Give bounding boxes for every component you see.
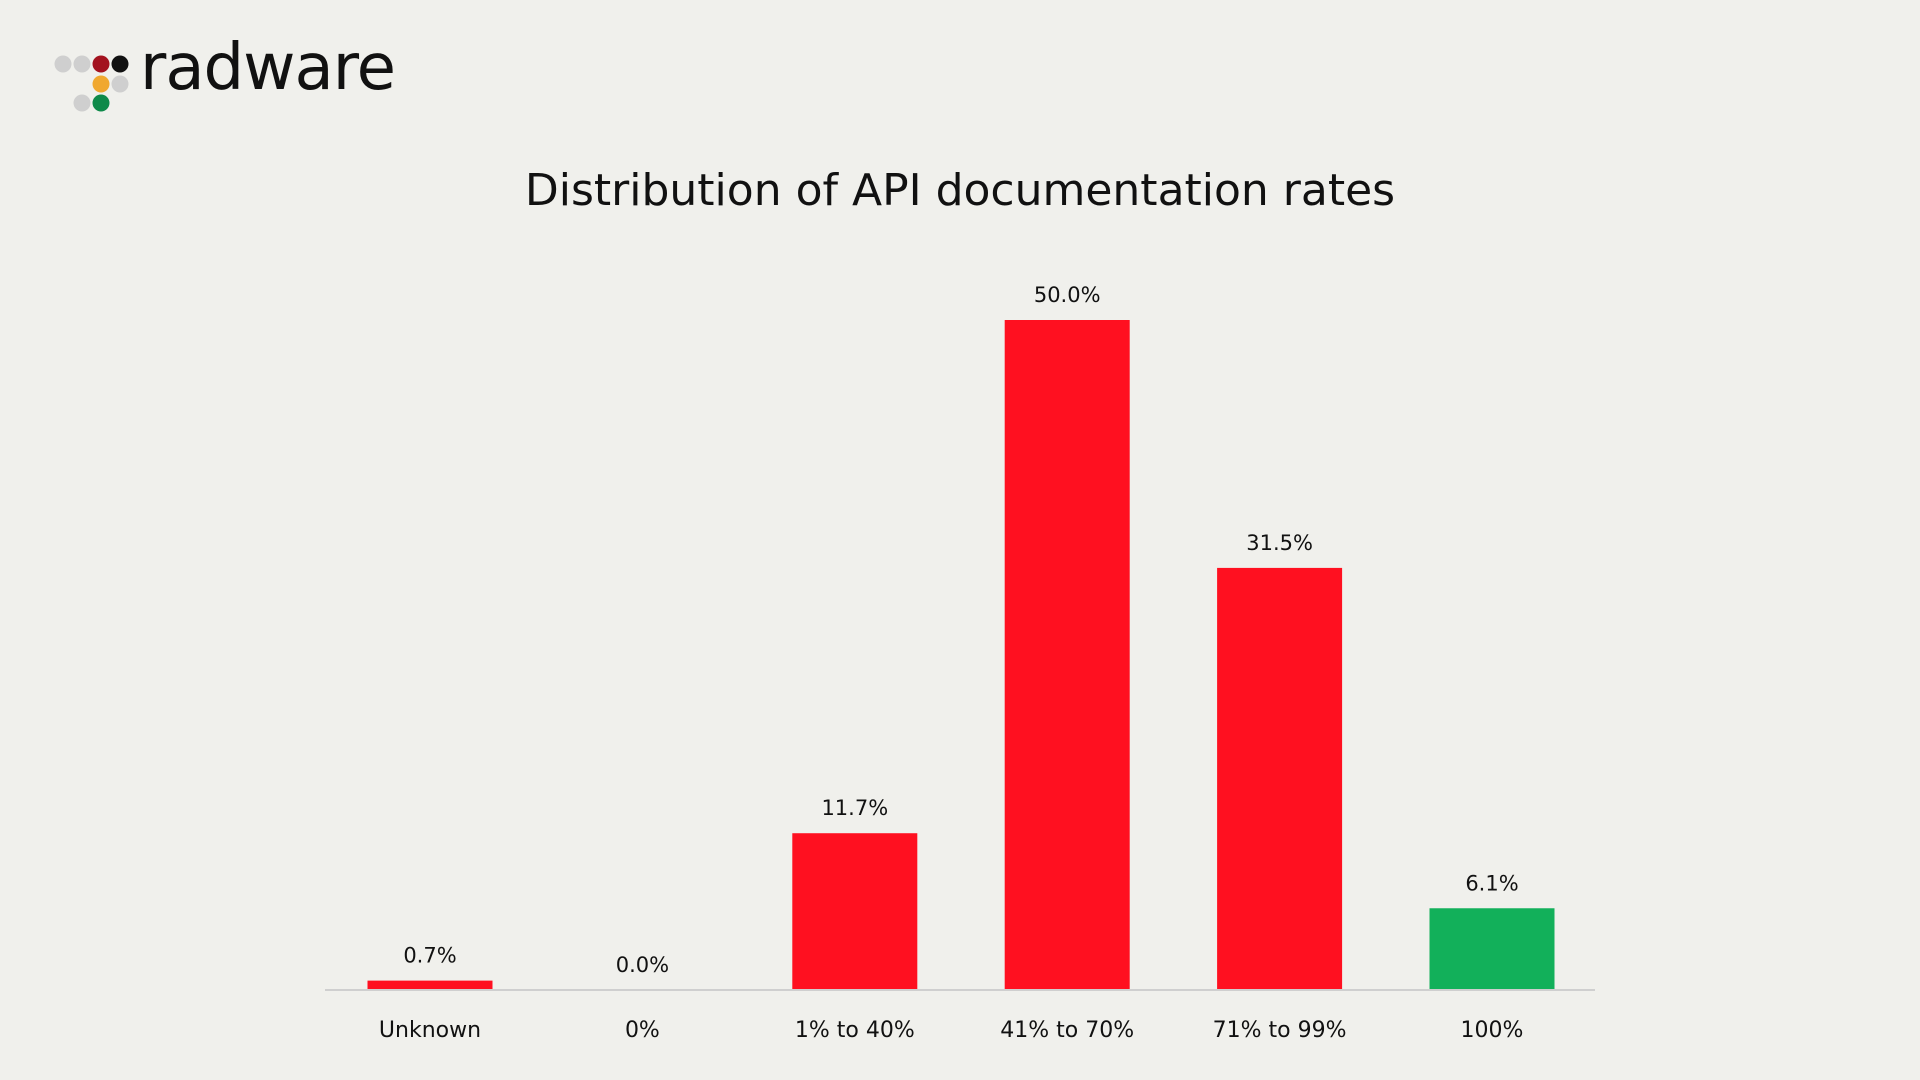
value-label-4: 31.5% xyxy=(1246,531,1313,555)
category-label-1: 0% xyxy=(625,1018,660,1043)
category-label-4: 71% to 99% xyxy=(1213,1018,1347,1043)
bar-2 xyxy=(792,833,918,990)
bars-group xyxy=(367,320,1555,990)
value-label-3: 50.0% xyxy=(1034,283,1101,307)
logo-dots-icon xyxy=(54,55,129,112)
brand-name: radware xyxy=(140,31,396,105)
category-labels-group: Unknown 0% 1% to 40% 41% to 70% 71% to 99% 10… xyxy=(379,1018,1524,1043)
value-label-0: 0.7% xyxy=(403,944,456,968)
bar-3 xyxy=(1004,320,1130,990)
value-label-5: 6.1% xyxy=(1465,871,1518,895)
category-label-0: Unknown xyxy=(379,1018,481,1043)
value-label-2: 11.7% xyxy=(821,796,888,820)
bar-0 xyxy=(367,980,493,990)
category-label-2: 1% to 40% xyxy=(795,1018,915,1043)
value-labels-group: 0.7% 0.0% 11.7% 50.0% 31.5% 6.1% xyxy=(403,283,1518,977)
radware-logo: radware xyxy=(52,36,397,120)
category-label-3: 41% to 70% xyxy=(1000,1018,1134,1043)
bar-4 xyxy=(1217,567,1343,990)
bar-5 xyxy=(1429,908,1555,990)
category-label-5: 100% xyxy=(1461,1018,1524,1043)
value-label-1: 0.0% xyxy=(616,953,669,977)
chart-title: Distribution of API documentation rates xyxy=(524,165,1396,216)
